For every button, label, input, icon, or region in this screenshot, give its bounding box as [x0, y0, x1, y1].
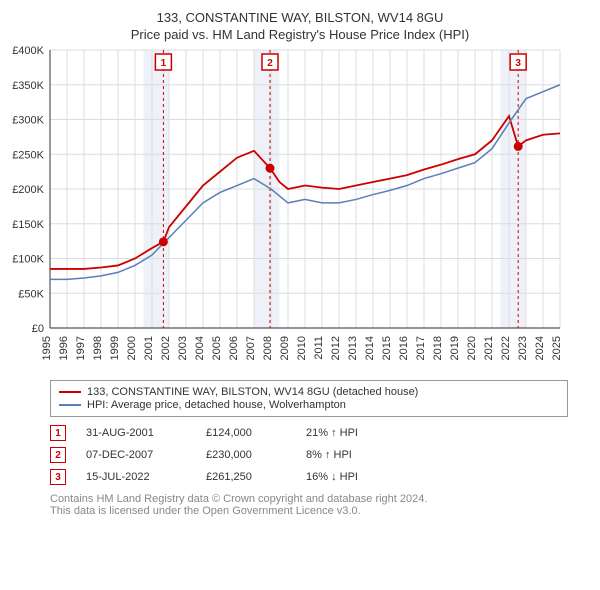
x-tick-label: 2003	[177, 336, 189, 360]
x-tick-label: 2013	[347, 336, 359, 360]
x-tick-label: 2004	[194, 336, 206, 360]
y-tick-label: £150K	[12, 219, 44, 231]
y-tick-label: £50K	[18, 288, 44, 300]
event-marker: 2	[50, 447, 66, 463]
event-note: 21% ↑ HPI	[306, 427, 358, 439]
event-marker-dot	[159, 237, 168, 246]
legend-row: HPI: Average price, detached house, Wolv…	[59, 399, 559, 411]
y-tick-label: £100K	[12, 254, 44, 266]
chart-legend: 133, CONSTANTINE WAY, BILSTON, WV14 8GU …	[50, 380, 568, 417]
event-marker-dot	[265, 164, 274, 173]
x-tick-label: 2008	[262, 336, 274, 360]
x-tick-label: 2025	[551, 336, 563, 360]
x-tick-label: 2018	[432, 336, 444, 360]
y-tick-label: £400K	[12, 45, 44, 57]
x-tick-label: 2012	[330, 336, 342, 360]
x-tick-label: 2001	[143, 336, 155, 360]
x-tick-label: 2011	[313, 336, 325, 360]
attribution: Contains HM Land Registry data © Crown c…	[50, 493, 592, 517]
event-price: £230,000	[206, 449, 286, 461]
attribution-line1: Contains HM Land Registry data © Crown c…	[50, 493, 592, 505]
event-label-text: 1	[161, 58, 167, 69]
event-date: 31-AUG-2001	[86, 427, 186, 439]
event-row: 3 15-JUL-2022 £261,250 16% ↓ HPI	[50, 469, 592, 485]
x-tick-label: 2016	[398, 336, 410, 360]
x-tick-label: 1998	[92, 336, 104, 360]
legend-row: 133, CONSTANTINE WAY, BILSTON, WV14 8GU …	[59, 386, 559, 398]
x-tick-label: 1995	[41, 336, 53, 360]
event-date: 07-DEC-2007	[86, 449, 186, 461]
y-tick-label: £350K	[12, 80, 44, 92]
x-tick-label: 2014	[364, 336, 376, 360]
legend-swatch	[59, 404, 81, 406]
page-title-line2: Price paid vs. HM Land Registry's House …	[8, 27, 592, 42]
y-tick-label: £250K	[12, 149, 44, 161]
x-tick-label: 2010	[296, 336, 308, 360]
event-note: 8% ↑ HPI	[306, 449, 352, 461]
event-list: 1 31-AUG-2001 £124,000 21% ↑ HPI 2 07-DEC-200…	[50, 425, 592, 485]
event-note: 16% ↓ HPI	[306, 471, 358, 483]
event-row: 2 07-DEC-2007 £230,000 8% ↑ HPI	[50, 447, 592, 463]
x-tick-label: 2007	[245, 336, 257, 360]
x-tick-label: 2021	[483, 336, 495, 360]
x-tick-label: 2015	[381, 336, 393, 360]
event-marker: 3	[50, 469, 66, 485]
x-tick-label: 2019	[449, 336, 461, 360]
attribution-line2: This data is licensed under the Open Gov…	[50, 505, 592, 517]
x-tick-label: 2002	[160, 336, 172, 360]
event-date: 15-JUL-2022	[86, 471, 186, 483]
event-price: £124,000	[206, 427, 286, 439]
event-label-text: 2	[267, 58, 273, 69]
event-row: 1 31-AUG-2001 £124,000 21% ↑ HPI	[50, 425, 592, 441]
page-title-line1: 133, CONSTANTINE WAY, BILSTON, WV14 8GU	[8, 10, 592, 25]
x-tick-label: 2022	[500, 336, 512, 360]
x-tick-label: 2023	[517, 336, 529, 360]
y-tick-label: £200K	[12, 184, 44, 196]
x-tick-label: 2020	[466, 336, 478, 360]
x-tick-label: 2000	[126, 336, 138, 360]
event-marker: 1	[50, 425, 66, 441]
y-tick-label: £300K	[12, 115, 44, 127]
chart-svg: £0 £50K £100K £150K £200K £250K £300K £350K £400…	[8, 44, 568, 374]
event-price: £261,250	[206, 471, 286, 483]
x-tick-label: 1997	[75, 336, 87, 360]
x-tick-label: 2009	[279, 336, 291, 360]
legend-label: 133, CONSTANTINE WAY, BILSTON, WV14 8GU …	[87, 386, 418, 398]
x-tick-label: 1996	[58, 336, 70, 360]
event-label-text: 3	[515, 58, 521, 69]
price-chart: £0 £50K £100K £150K £200K £250K £300K £350K £400…	[8, 44, 592, 374]
legend-swatch	[59, 391, 81, 393]
x-tick-label: 2017	[415, 336, 427, 360]
event-marker-dot	[514, 142, 523, 151]
legend-label: HPI: Average price, detached house, Wolv…	[87, 399, 346, 411]
y-tick-label: £0	[32, 323, 44, 335]
x-tick-label: 2005	[211, 336, 223, 360]
x-tick-label: 2024	[534, 336, 546, 360]
x-tick-label: 2006	[228, 336, 240, 360]
x-tick-label: 1999	[109, 336, 121, 360]
